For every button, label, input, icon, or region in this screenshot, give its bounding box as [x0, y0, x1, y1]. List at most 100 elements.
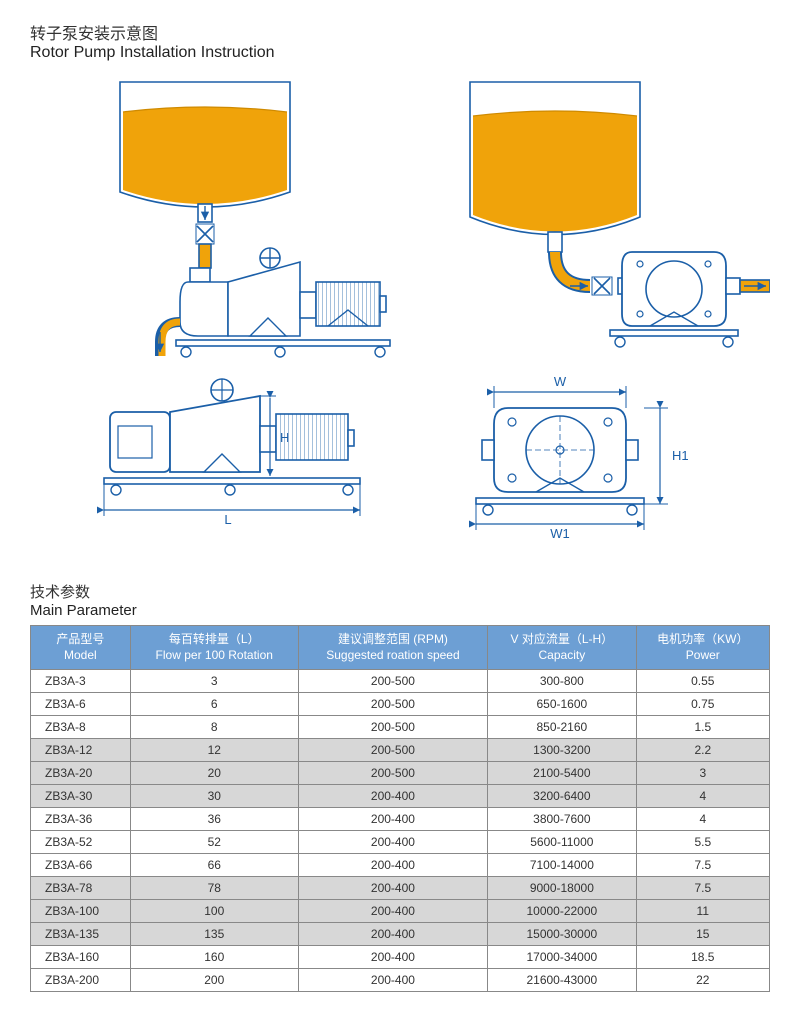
- dim-H: H: [280, 430, 289, 445]
- table-cell: 21600-43000: [488, 969, 636, 992]
- table-row: ZB3A-33200-500300-8000.55: [31, 670, 770, 693]
- top-left-assembly: [120, 82, 390, 357]
- dim-W: W: [554, 374, 567, 389]
- table-cell: ZB3A-6: [31, 693, 131, 716]
- column-header: 电机功率（KW）Power: [636, 626, 769, 670]
- table-cell: 18.5: [636, 946, 769, 969]
- table-cell: 10000-22000: [488, 900, 636, 923]
- table-cell: 200-400: [298, 785, 487, 808]
- table-row: ZB3A-66200-500650-16000.75: [31, 693, 770, 716]
- table-header: 产品型号Model每百转排量（L）Flow per 100 Rotation建议…: [31, 626, 770, 670]
- table-cell: 12: [130, 739, 298, 762]
- table-row: ZB3A-3636200-4003800-76004: [31, 808, 770, 831]
- table-cell: ZB3A-3: [31, 670, 131, 693]
- table-cell: ZB3A-12: [31, 739, 131, 762]
- table-cell: 78: [130, 877, 298, 900]
- table-cell: 36: [130, 808, 298, 831]
- table-cell: 3200-6400: [488, 785, 636, 808]
- table-cell: 200-500: [298, 693, 487, 716]
- table-cell: ZB3A-66: [31, 854, 131, 877]
- table-cell: 8: [130, 716, 298, 739]
- table-body: ZB3A-33200-500300-8000.55ZB3A-66200-5006…: [31, 670, 770, 992]
- table-row: ZB3A-88200-500850-21601.5: [31, 716, 770, 739]
- table-cell: 7.5: [636, 854, 769, 877]
- table-cell: ZB3A-30: [31, 785, 131, 808]
- table-cell: 3: [130, 670, 298, 693]
- table-cell: 135: [130, 923, 298, 946]
- table-cell: 200-400: [298, 808, 487, 831]
- table-row: ZB3A-200200200-40021600-4300022: [31, 969, 770, 992]
- table-cell: 1.5: [636, 716, 769, 739]
- dim-W1: W1: [550, 526, 570, 541]
- column-header: 产品型号Model: [31, 626, 131, 670]
- table-cell: 30: [130, 785, 298, 808]
- table-cell: 200: [130, 969, 298, 992]
- table-cell: 0.75: [636, 693, 769, 716]
- table-row: ZB3A-160160200-40017000-3400018.5: [31, 946, 770, 969]
- table-cell: 200-500: [298, 762, 487, 785]
- title-cn: 转子泵安装示意图: [30, 20, 770, 44]
- table-cell: 2.2: [636, 739, 769, 762]
- page-title: 转子泵安装示意图 Rotor Pump Installation Instruc…: [30, 20, 770, 62]
- table-row: ZB3A-135135200-40015000-3000015: [31, 923, 770, 946]
- table-cell: 200-400: [298, 900, 487, 923]
- table-cell: 200-400: [298, 946, 487, 969]
- table-row: ZB3A-2020200-5002100-54003: [31, 762, 770, 785]
- table-cell: 200-500: [298, 739, 487, 762]
- table-cell: 4: [636, 808, 769, 831]
- top-right-assembly: [470, 82, 770, 347]
- table-cell: 200-400: [298, 877, 487, 900]
- table-cell: 850-2160: [488, 716, 636, 739]
- table-cell: 5600-11000: [488, 831, 636, 854]
- bottom-right-dimensions: W W1 H1: [476, 374, 689, 541]
- table-row: ZB3A-6666200-4007100-140007.5: [31, 854, 770, 877]
- table-cell: 200-400: [298, 923, 487, 946]
- bottom-left-dimensions: L H: [104, 379, 360, 527]
- dim-H1: H1: [672, 448, 689, 463]
- table-row: ZB3A-3030200-4003200-64004: [31, 785, 770, 808]
- column-header: 每百转排量（L）Flow per 100 Rotation: [130, 626, 298, 670]
- parameter-table: 产品型号Model每百转排量（L）Flow per 100 Rotation建议…: [30, 625, 770, 992]
- param-title: 技术参数 Main Parameter: [30, 581, 770, 619]
- table-row: ZB3A-1212200-5001300-32002.2: [31, 739, 770, 762]
- table-cell: 2100-5400: [488, 762, 636, 785]
- table-cell: 9000-18000: [488, 877, 636, 900]
- table-cell: ZB3A-78: [31, 877, 131, 900]
- installation-diagram: L H W W1 H1: [30, 72, 770, 552]
- table-cell: 52: [130, 831, 298, 854]
- table-cell: 15: [636, 923, 769, 946]
- column-header: 建议调整范围 (RPM)Suggested roation speed: [298, 626, 487, 670]
- dim-L: L: [224, 512, 231, 527]
- table-cell: 3: [636, 762, 769, 785]
- title-en: Rotor Pump Installation Instruction: [30, 44, 770, 62]
- table-cell: 200-400: [298, 831, 487, 854]
- table-cell: 3800-7600: [488, 808, 636, 831]
- table-row: ZB3A-7878200-4009000-180007.5: [31, 877, 770, 900]
- table-cell: 1300-3200: [488, 739, 636, 762]
- table-cell: ZB3A-20: [31, 762, 131, 785]
- table-cell: ZB3A-36: [31, 808, 131, 831]
- table-cell: 11: [636, 900, 769, 923]
- table-cell: 160: [130, 946, 298, 969]
- table-cell: 200-500: [298, 670, 487, 693]
- table-cell: ZB3A-100: [31, 900, 131, 923]
- table-cell: 66: [130, 854, 298, 877]
- table-cell: 200-400: [298, 854, 487, 877]
- table-row: ZB3A-5252200-4005600-110005.5: [31, 831, 770, 854]
- table-cell: 20: [130, 762, 298, 785]
- table-cell: 7.5: [636, 877, 769, 900]
- table-cell: 15000-30000: [488, 923, 636, 946]
- table-cell: 17000-34000: [488, 946, 636, 969]
- table-cell: ZB3A-200: [31, 969, 131, 992]
- table-cell: ZB3A-8: [31, 716, 131, 739]
- table-cell: 22: [636, 969, 769, 992]
- column-header: V 对应流量（L-H）Capacity: [488, 626, 636, 670]
- table-cell: 300-800: [488, 670, 636, 693]
- table-row: ZB3A-100100200-40010000-2200011: [31, 900, 770, 923]
- table-cell: 200-500: [298, 716, 487, 739]
- table-cell: 7100-14000: [488, 854, 636, 877]
- table-cell: 200-400: [298, 969, 487, 992]
- table-cell: ZB3A-160: [31, 946, 131, 969]
- table-cell: 6: [130, 693, 298, 716]
- table-cell: 0.55: [636, 670, 769, 693]
